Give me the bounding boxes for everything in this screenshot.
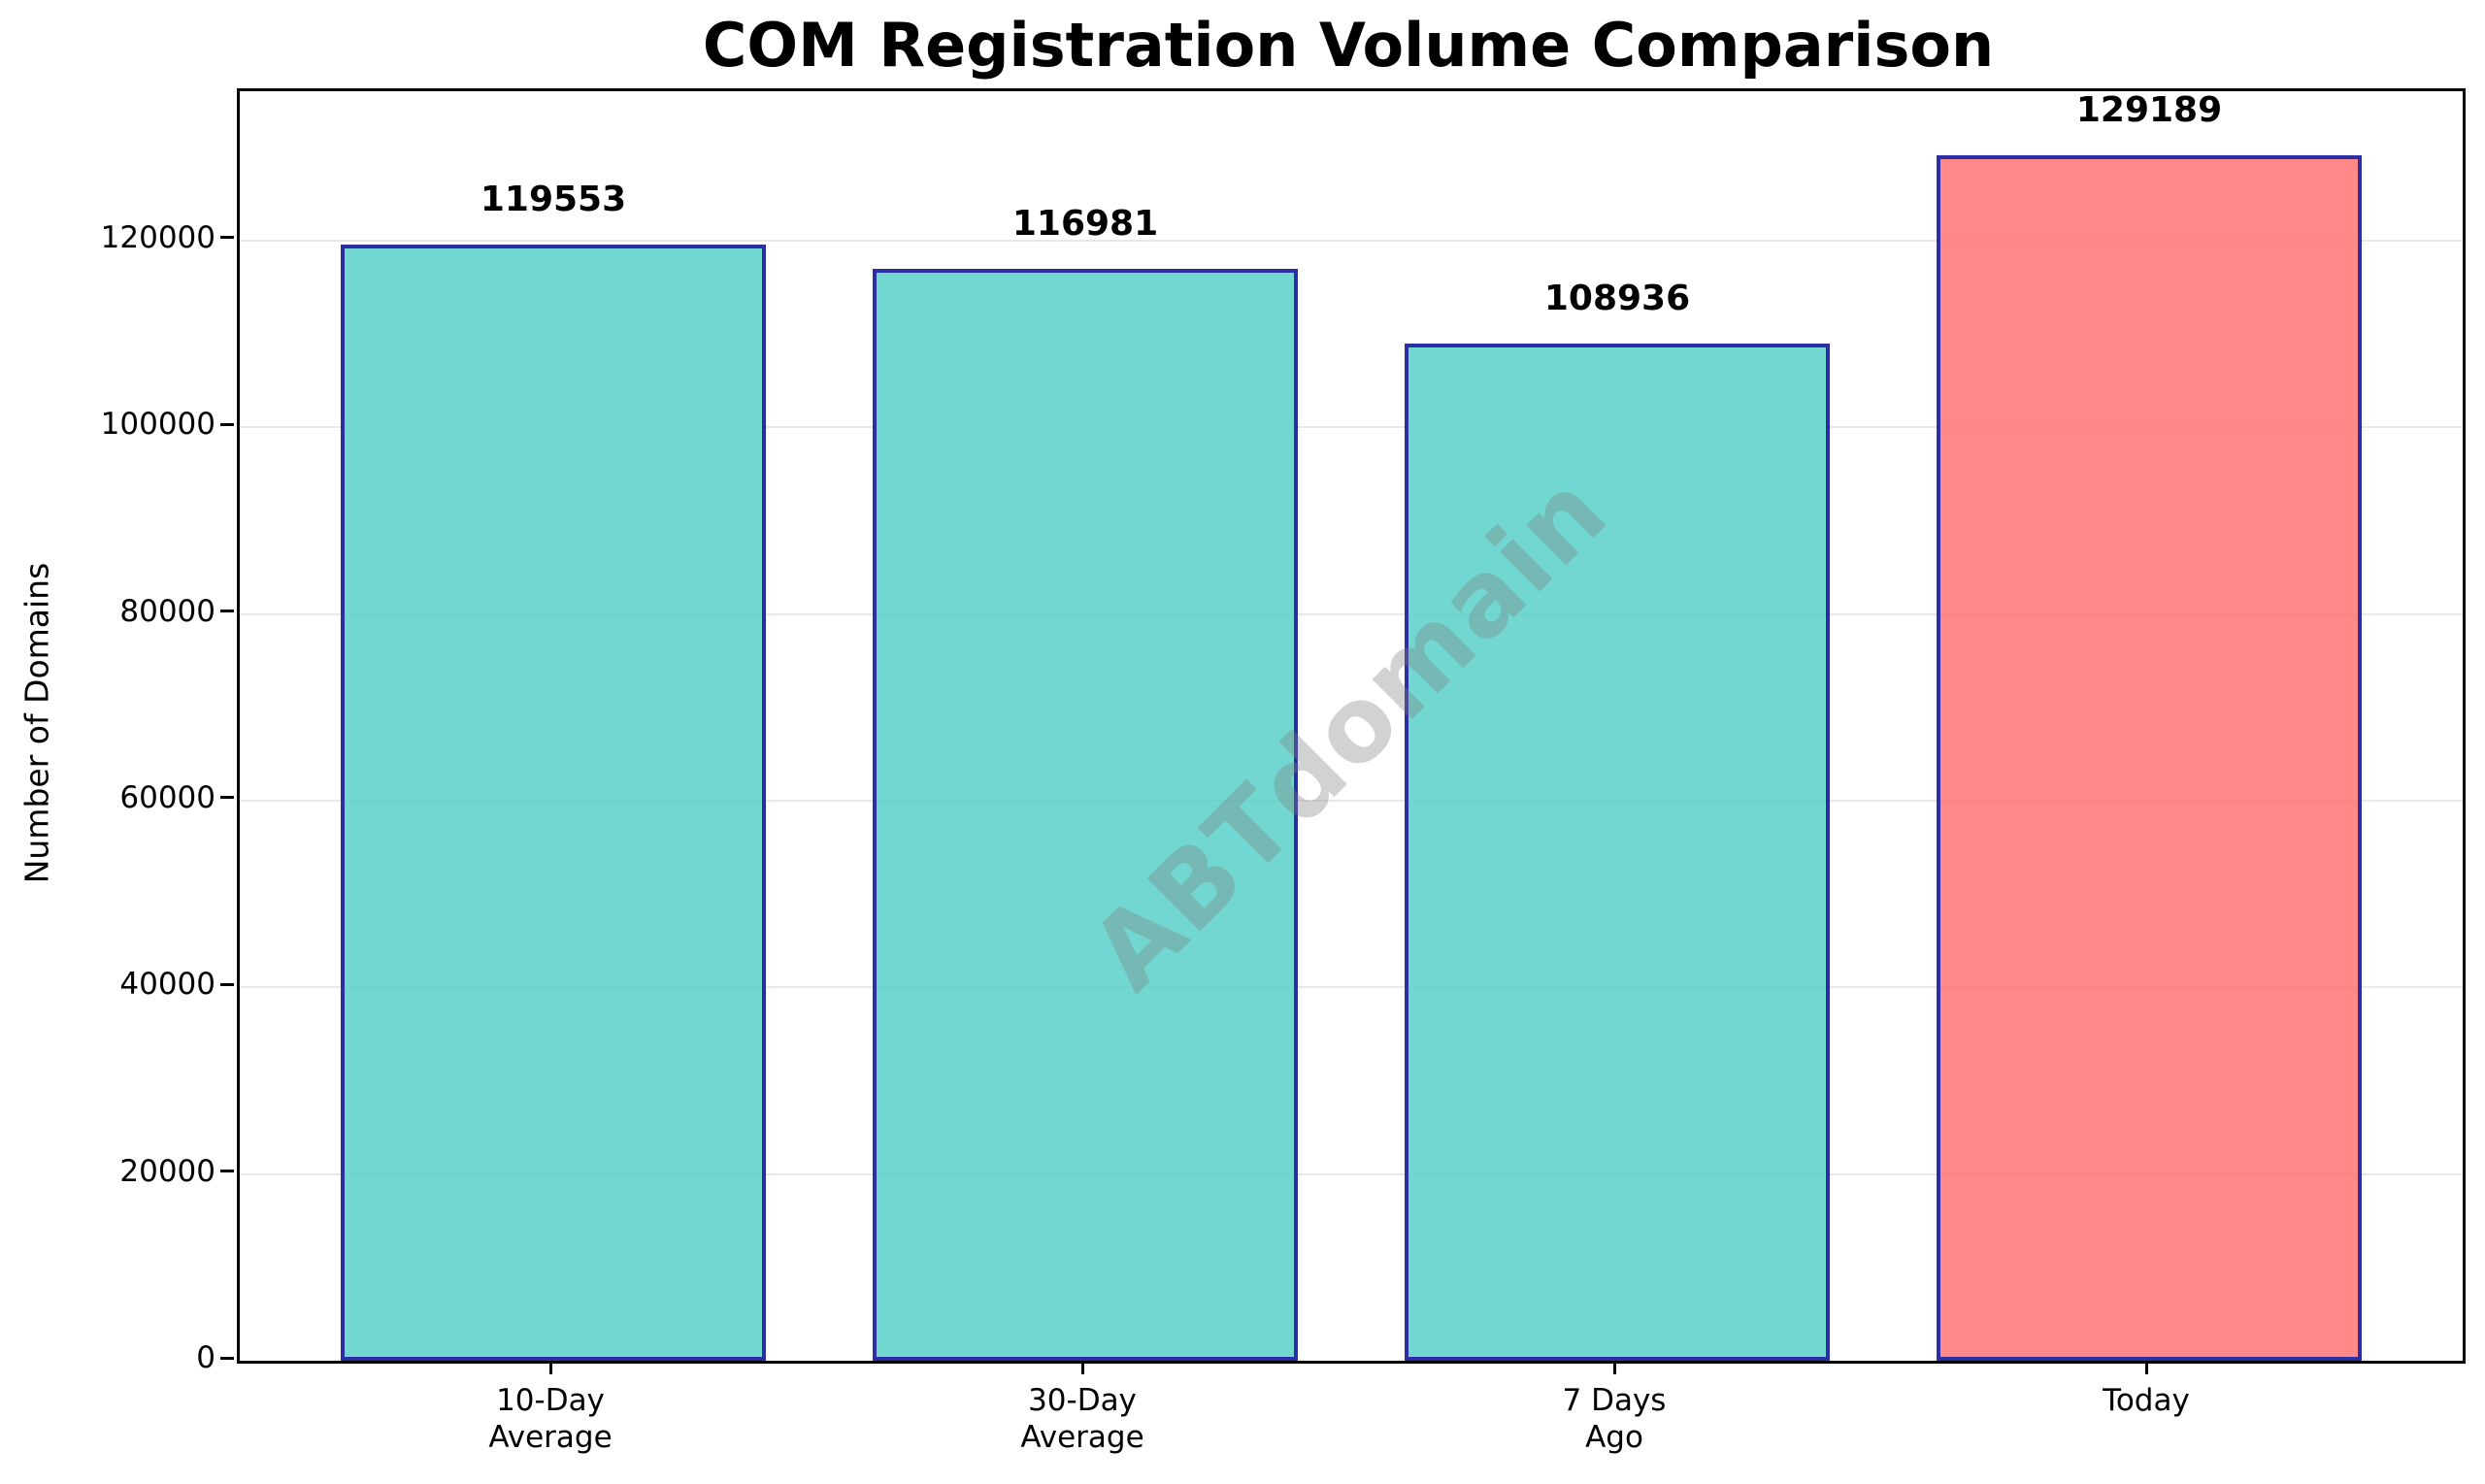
bar-value-label: 119553 [480,180,627,220]
bar-value-label: 108936 [1543,279,1691,319]
y-tick [220,796,234,800]
bar [873,268,1298,1361]
y-tick-label: 40000 [119,967,215,1003]
y-tick [220,982,234,986]
x-tick [2144,1361,2148,1374]
gridline [240,426,2463,429]
gridline [240,986,2463,989]
gridline [240,1172,2463,1175]
bar [1937,154,2362,1361]
x-tick-label: Today [2103,1383,2190,1418]
bar [341,245,766,1361]
y-tick [220,1170,234,1173]
y-tick-label: 80000 [119,593,215,629]
x-tick [548,1361,552,1374]
y-tick [220,610,234,613]
y-tick-label: 60000 [119,779,215,815]
x-tick-label: 7 Days Ago [1562,1383,1667,1455]
bar [1405,344,1830,1361]
y-tick [220,422,234,426]
gridline [240,799,2463,802]
y-tick [220,1356,234,1360]
x-tick [1612,1361,1616,1374]
gridline [240,239,2463,242]
y-tick-label: 0 [196,1340,215,1375]
y-tick-label: 100000 [100,407,215,443]
x-tick-label: 10-Day Average [488,1383,613,1455]
y-tick [220,236,234,240]
bar-value-label: 129189 [2075,89,2223,130]
x-tick [1080,1361,1084,1374]
plot-area: 119553 116981 108936 129189 ABTdomain [237,88,2466,1364]
x-tick-label: 30-Day Average [1020,1383,1144,1455]
y-tick-label: 20000 [119,1153,215,1189]
gridline [240,612,2463,615]
y-tick-label: 120000 [100,219,215,255]
chart-title: COM Registration Volume Comparison [702,10,1995,81]
bar-value-label: 116981 [1011,203,1159,244]
